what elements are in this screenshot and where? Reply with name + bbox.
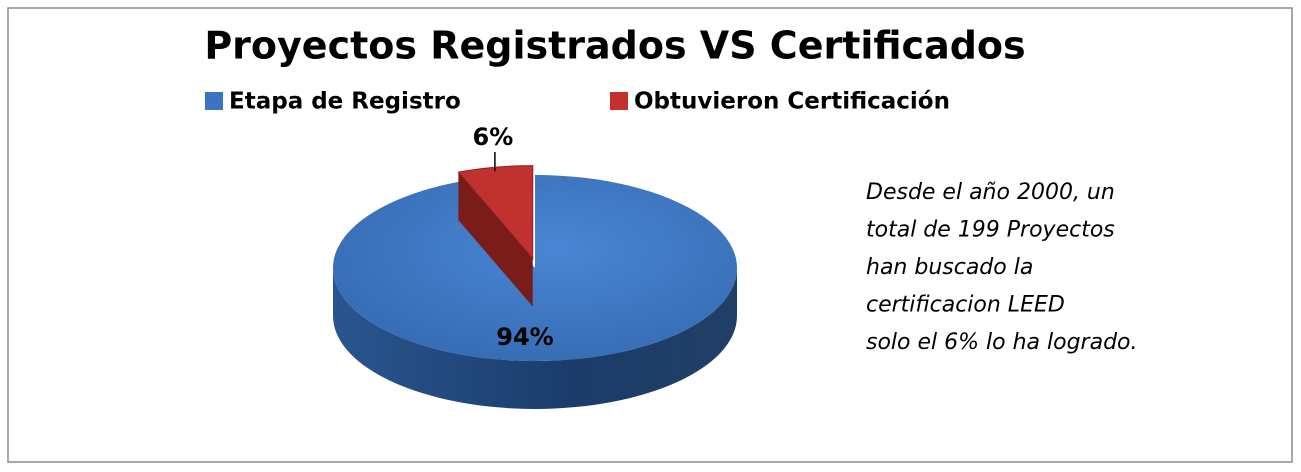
legend-label: Obtuvieron Certificación (634, 89, 950, 115)
chart-title: Proyectos Registrados VS Certificados (204, 24, 1025, 68)
annotation-line: han buscado la (866, 255, 1033, 280)
annotation-line: certificacion LEED (866, 293, 1065, 318)
annotation-line: solo el 6% lo ha logrado. (866, 330, 1138, 355)
data-label: 6% (473, 123, 514, 151)
pie-side (458, 172, 533, 307)
data-label: 94% (496, 323, 553, 351)
annotation-line: total de 199 Proyectos (866, 218, 1115, 243)
annotation-line: Desde el año 2000, un (866, 180, 1115, 205)
legend-swatch (205, 92, 223, 110)
pie-slice (333, 175, 738, 362)
legend-swatch (610, 92, 628, 110)
pie-side (333, 268, 737, 409)
legend-label: Etapa de Registro (229, 89, 461, 115)
